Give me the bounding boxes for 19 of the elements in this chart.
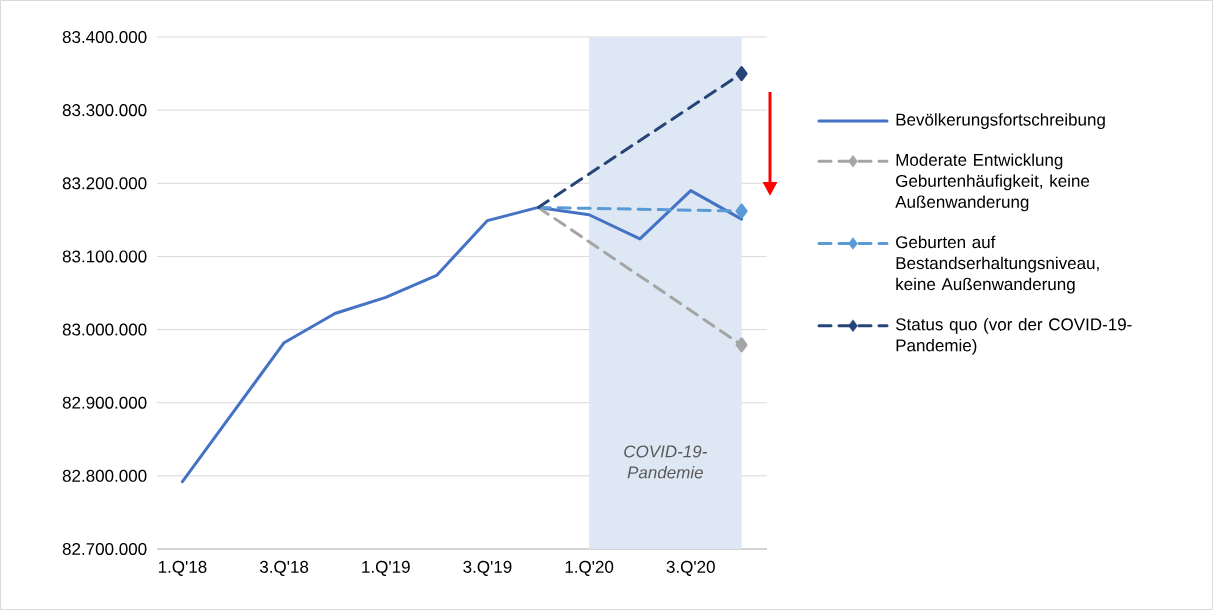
legend-label: Status quo (vor der COVID-19-Pandemie) (895, 317, 1132, 355)
x-tick-label: 1.Q'19 (362, 560, 410, 576)
x-tick-label: 3.Q'19 (463, 560, 512, 576)
y-tick-label: 83.200.000 (62, 177, 147, 190)
y-tick-label: 82.800.000 (62, 469, 147, 482)
x-tick-label: 3.Q'20 (666, 560, 715, 576)
y-tick-label: 83.100.000 (62, 250, 147, 263)
x-tick-label: 1.Q'18 (158, 560, 207, 576)
legend-label: Bevölkerungsfortschreibung (896, 113, 1105, 130)
legend-label: Geburten auf Bestandserhaltungsniveau, keine Außenwanderung (896, 235, 1099, 294)
y-tick-label: 83.400.000 (62, 30, 147, 44)
x-tick-label: 3.Q'18 (259, 560, 309, 576)
y-tick-label: 82.700.000 (62, 542, 147, 556)
x-tick-label: 1.Q'20 (565, 560, 614, 576)
y-tick-label: 82.900.000 (62, 396, 147, 409)
y-tick-label: 83.000.000 (62, 323, 147, 336)
legend-label: Moderate Entwicklung Geburtenhäufigkeit, keine Außenwanderung (895, 153, 1090, 212)
y-tick-label: 83.300.000 (62, 104, 147, 117)
annotation: COVID-19-Pandemie (624, 445, 707, 479)
